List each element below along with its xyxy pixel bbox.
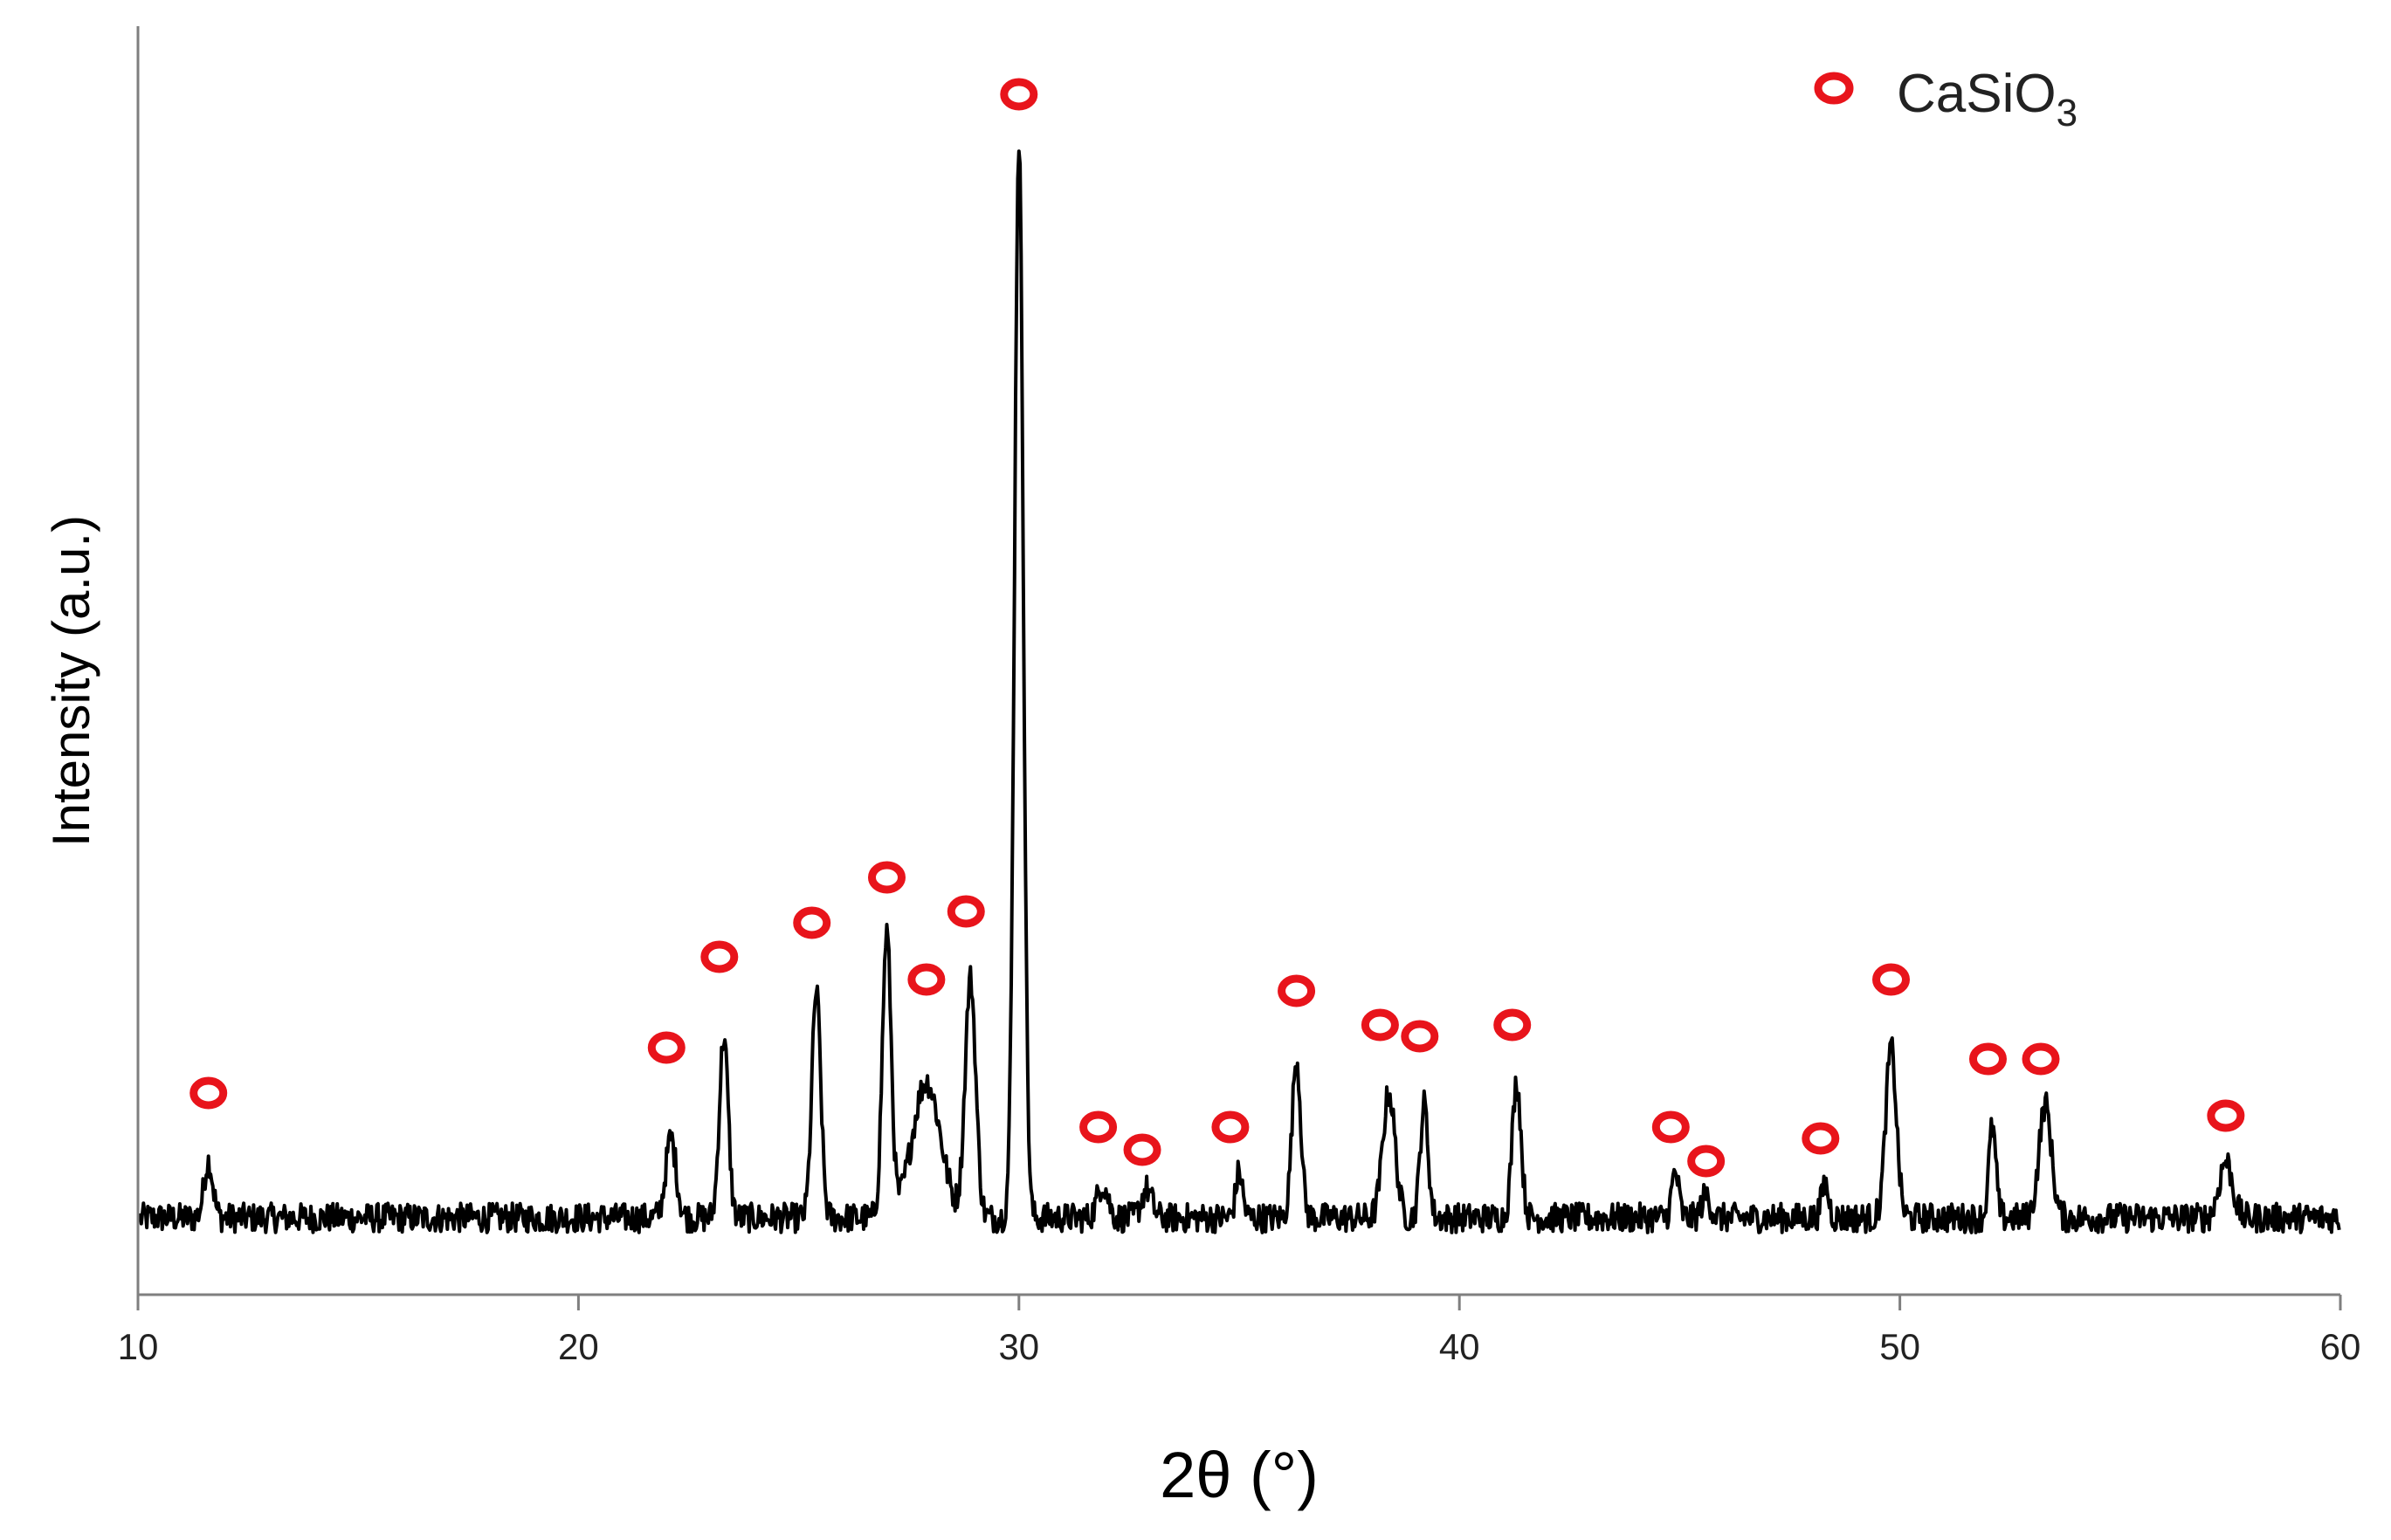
y-axis-title: Intensity (a.u.) (42, 515, 100, 847)
legend: CaSiO3 (1814, 64, 2077, 134)
casio3-peak-marker (1651, 1110, 1690, 1144)
casio3-peak-marker (647, 1031, 686, 1064)
casio3-peak-marker (1079, 1110, 1118, 1144)
casio3-peak-marker (1000, 78, 1038, 111)
casio3-peak-marker (189, 1076, 228, 1110)
casio3-peak-marker (1687, 1145, 1726, 1178)
x-tick-label: 50 (1879, 1326, 1920, 1367)
x-tick-label: 30 (998, 1326, 1039, 1367)
x-axis-title: 2θ (°) (1160, 1439, 1319, 1511)
casio3-peak-marker (1361, 1008, 1399, 1042)
x-tick-label: 40 (1439, 1326, 1480, 1367)
casio3-peak-marker (1802, 1122, 1840, 1155)
diffraction-pattern-line (138, 149, 2341, 1234)
casio3-peak-marker (867, 861, 906, 894)
casio3-peak-marker (1493, 1008, 1532, 1042)
x-tick-label: 60 (2320, 1326, 2361, 1367)
plot-area (138, 149, 2341, 1234)
casio3-peak-marker (1401, 1020, 1439, 1053)
casio3-peak-marker (1211, 1110, 1250, 1144)
casio3-peak-marker (1123, 1133, 1161, 1166)
casio3-peak-marker (907, 963, 946, 996)
casio3-peak-marker (700, 940, 739, 973)
casio3-peak-marker (1872, 963, 1911, 996)
casio3-peak-marker (2207, 1099, 2245, 1132)
casio3-peak-markers (189, 78, 2245, 1178)
casio3-peak-marker (2022, 1042, 2060, 1076)
casio3-peak-marker (1278, 974, 1316, 1007)
casio3-peak-marker (793, 906, 831, 939)
casio3-peak-marker (1968, 1042, 2007, 1076)
x-tick-label: 20 (558, 1326, 599, 1367)
legend-label-casio3: CaSiO3 (1897, 64, 2077, 134)
x-tick-label: 10 (118, 1326, 159, 1367)
legend-marker-casio3 (1814, 72, 1854, 105)
x-ticks: 10 20 30 40 50 60 (118, 1295, 2361, 1367)
axes (136, 26, 2340, 1296)
casio3-peak-marker (947, 895, 985, 928)
